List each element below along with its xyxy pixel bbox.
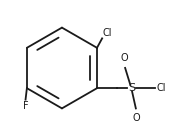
Text: F: F bbox=[23, 101, 28, 111]
Text: O: O bbox=[120, 53, 128, 63]
Text: Cl: Cl bbox=[156, 83, 165, 93]
Text: O: O bbox=[133, 113, 141, 123]
Text: Cl: Cl bbox=[103, 28, 112, 38]
Text: S: S bbox=[128, 83, 135, 93]
